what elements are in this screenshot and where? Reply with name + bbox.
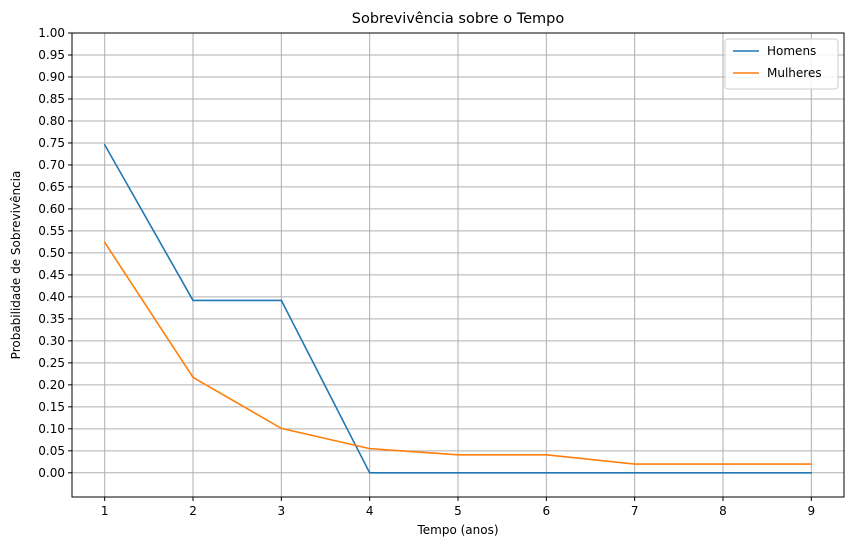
y-tick-label: 0.85 — [38, 92, 65, 106]
y-tick-label: 0.15 — [38, 400, 65, 414]
data-point-mulheres — [103, 241, 106, 244]
x-tick-label: 2 — [189, 504, 197, 518]
legend-label-mulheres: Mulheres — [767, 66, 822, 80]
y-tick-label: 0.60 — [38, 202, 65, 216]
y-tick-label: 0.95 — [38, 48, 65, 62]
x-tick-label: 3 — [278, 504, 286, 518]
x-tick-label: 7 — [631, 504, 639, 518]
y-tick-label: 0.55 — [38, 224, 65, 238]
x-tick-label: 8 — [719, 504, 727, 518]
data-point-homens — [633, 472, 636, 474]
y-tick-label: 0.20 — [38, 378, 65, 392]
y-tick-label: 1.00 — [38, 26, 65, 40]
y-tick-label: 0.65 — [38, 180, 65, 194]
y-tick-label: 0.75 — [38, 136, 65, 150]
series-lines — [103, 143, 813, 474]
data-point-homens — [368, 472, 371, 474]
x-tick-label: 1 — [101, 504, 109, 518]
data-point-mulheres — [457, 453, 459, 456]
y-tick-label: 0.90 — [38, 70, 65, 84]
x-tick-label: 9 — [807, 504, 815, 518]
grid — [72, 32, 844, 497]
chart-title: Sobrevivência sobre o Tempo — [352, 11, 565, 27]
y-tick-label: 0.50 — [38, 246, 65, 260]
legend-label-homens: Homens — [767, 44, 816, 58]
data-point-homens — [457, 472, 459, 474]
data-point-homens — [103, 143, 106, 146]
y-tick-label: 0.30 — [38, 334, 65, 348]
x-axis-label: Tempo (anos) — [416, 523, 498, 537]
x-axis-ticks: 1 2 3 4 5 6 7 8 9 — [101, 497, 815, 518]
y-tick-label: 0.05 — [38, 444, 65, 458]
data-point-mulheres — [633, 463, 636, 465]
y-tick-label: 0.35 — [38, 312, 65, 326]
data-point-homens — [722, 472, 724, 474]
data-point-homens — [192, 299, 194, 302]
y-tick-label: 0.70 — [38, 158, 65, 172]
data-point-mulheres — [810, 463, 813, 465]
data-point-mulheres — [192, 376, 194, 379]
y-axis-ticks: 0.00 0.05 0.10 0.15 0.20 0.25 0.30 0.35 0.40 0.45… — [38, 26, 72, 480]
x-tick-label: 5 — [454, 504, 462, 518]
data-point-mulheres — [545, 453, 548, 456]
data-point-homens — [545, 472, 548, 474]
y-tick-label: 0.10 — [38, 422, 65, 436]
data-point-mulheres — [368, 447, 371, 450]
data-point-mulheres — [722, 463, 724, 465]
x-tick-label: 4 — [366, 504, 374, 518]
legend: Homens Mulheres — [724, 38, 839, 90]
data-point-mulheres — [280, 427, 283, 430]
data-point-homens — [810, 472, 813, 474]
y-axis-label: Probabilidade de Sobrevivência — [9, 171, 23, 360]
data-point-homens — [280, 299, 283, 302]
y-tick-label: 0.40 — [38, 290, 65, 304]
x-tick-label: 6 — [543, 504, 551, 518]
y-tick-label: 0.25 — [38, 356, 65, 370]
y-tick-label: 0.00 — [38, 466, 65, 480]
y-tick-label: 0.80 — [38, 114, 65, 128]
y-tick-label: 0.45 — [38, 268, 65, 282]
